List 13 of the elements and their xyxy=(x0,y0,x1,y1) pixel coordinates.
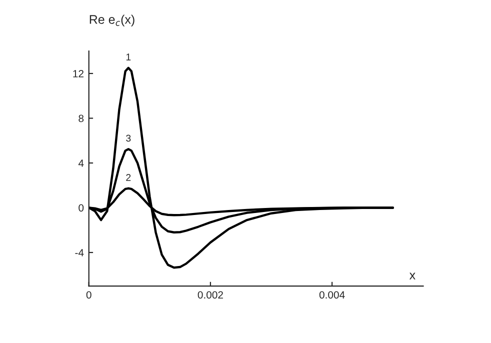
series-label: 3 xyxy=(126,134,131,142)
y-tick-label: 0 xyxy=(78,204,84,212)
x-tick-label: 0.004 xyxy=(319,291,345,299)
series-label: 1 xyxy=(126,54,131,60)
y-tick-label: 12 xyxy=(73,70,84,78)
x-axis-title: x xyxy=(409,272,416,280)
series-label: 2 xyxy=(126,174,131,181)
y-tick-label: -4 xyxy=(75,249,84,256)
y-tick-label: 8 xyxy=(78,114,84,122)
x-tick-label: 0 xyxy=(86,291,92,299)
y-axis-title: Re e$_{c}$(x) xyxy=(90,14,134,26)
x-tick-label: 0.002 xyxy=(198,291,223,299)
y-tick-label: 4 xyxy=(78,160,84,167)
